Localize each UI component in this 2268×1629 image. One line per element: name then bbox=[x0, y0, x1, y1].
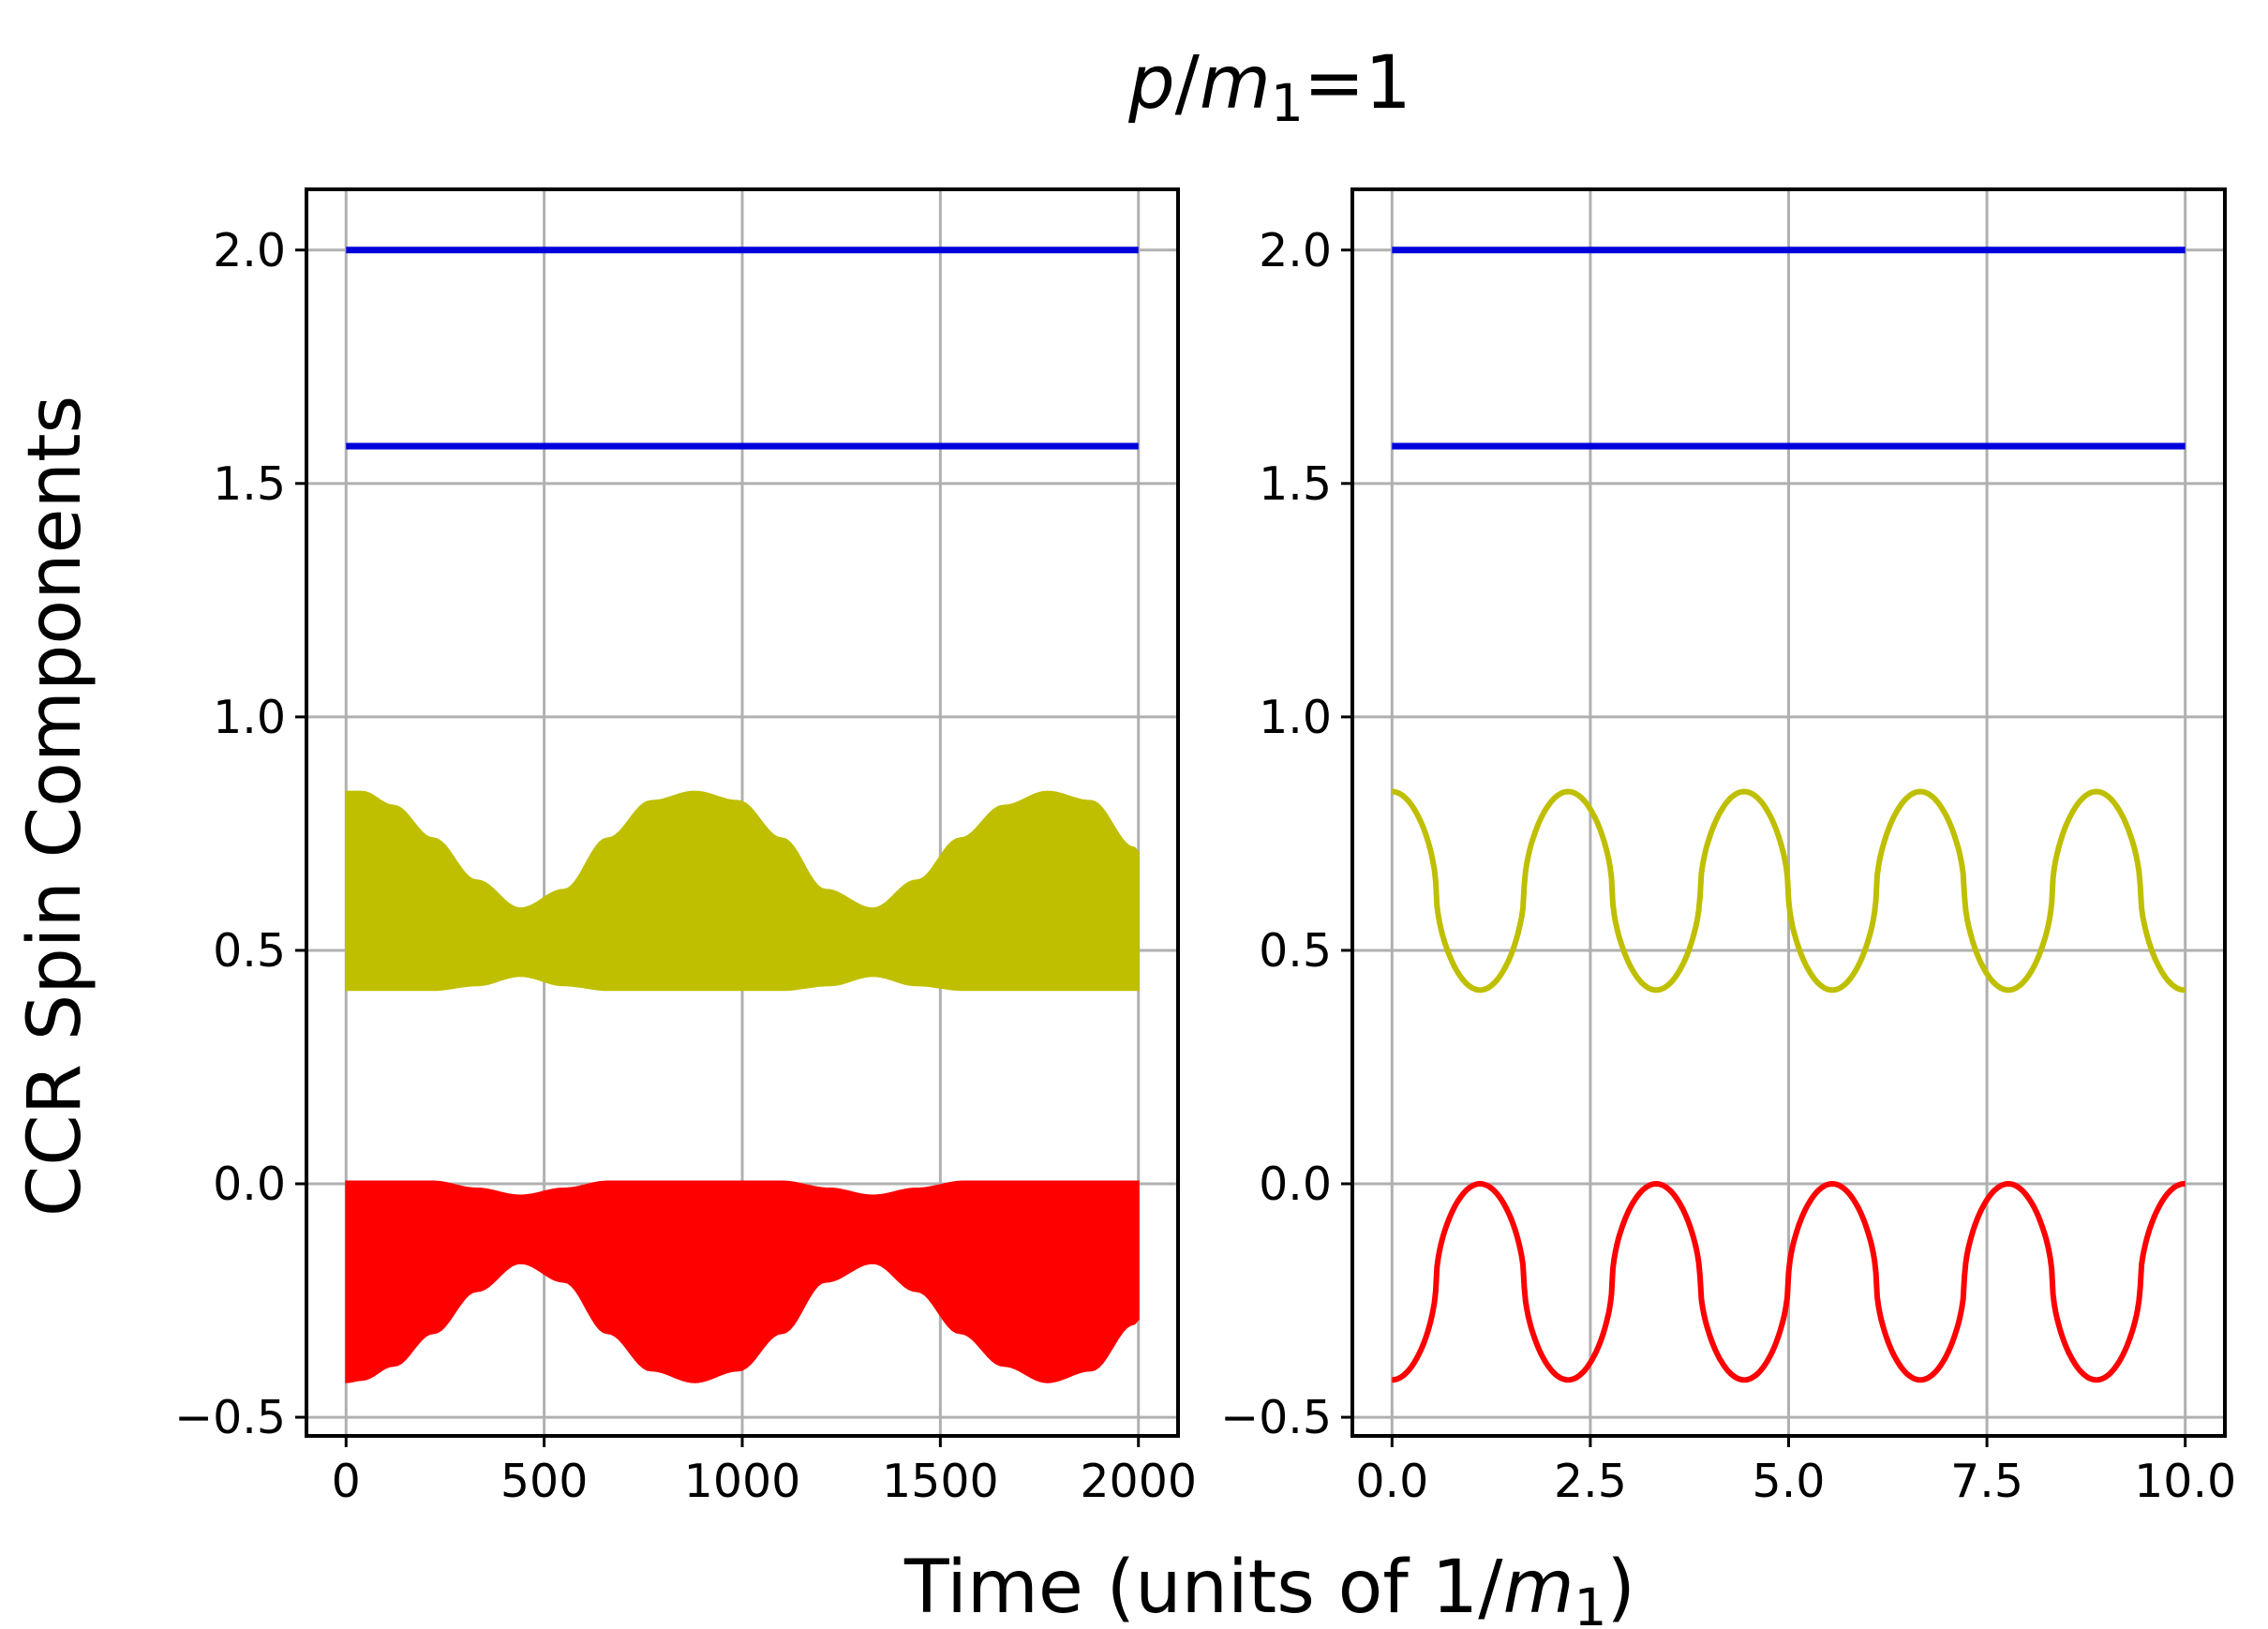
y-tick-label: 1.5 bbox=[1259, 457, 1332, 511]
title-part: m bbox=[1503, 1546, 1574, 1629]
y-tick-label: 1.5 bbox=[213, 457, 286, 511]
y-tick-label: 0.5 bbox=[1259, 924, 1332, 978]
x-tick-label: 0 bbox=[332, 1455, 361, 1508]
x-tick-label: 1500 bbox=[882, 1455, 999, 1508]
x-axis-label: Time (units of 1/m1) bbox=[903, 1546, 1635, 1629]
x-tick-label: 7.5 bbox=[1950, 1455, 2023, 1508]
x-tick-label: 2.5 bbox=[1554, 1455, 1627, 1508]
x-tick-label: 0.0 bbox=[1355, 1455, 1428, 1508]
x-tick-label: 2000 bbox=[1080, 1455, 1197, 1508]
series-red-band bbox=[345, 1180, 1140, 1383]
y-axis-label: CCR Spin Components bbox=[13, 396, 97, 1217]
title-part: m bbox=[1200, 41, 1271, 126]
y-tick-label: 1.0 bbox=[213, 691, 286, 744]
y-tick-label: 2.0 bbox=[213, 224, 286, 277]
x-tick-label: 500 bbox=[500, 1455, 589, 1508]
left-panel: 0 500 1000 1500 2000 −0.5 0.0 0.5 1.0 1.5 2.0 bbox=[174, 187, 1197, 1508]
series-olive-band bbox=[345, 790, 1140, 992]
title-part: 1 bbox=[1574, 1577, 1607, 1629]
y-tick-label: 2.0 bbox=[1259, 224, 1332, 277]
y-tick-label: 0.0 bbox=[213, 1158, 286, 1211]
right-panel: 0.0 2.5 5.0 7.5 10.0 −0.5 0.0 0.5 1.0 1.5 2.0 bbox=[1220, 187, 2236, 1508]
y-tick-label: −0.5 bbox=[174, 1391, 286, 1444]
series-olive-oscillation bbox=[1390, 788, 2187, 994]
x-tick-label: 5.0 bbox=[1753, 1455, 1826, 1508]
y-tick-label: −0.5 bbox=[1220, 1391, 1332, 1444]
title-part: ) bbox=[1607, 1546, 1635, 1629]
series-red-oscillation bbox=[1390, 1181, 2187, 1383]
y-tick-label: 1.0 bbox=[1259, 691, 1332, 744]
title-part: p bbox=[1127, 41, 1175, 126]
figure-title: p/m1=1 bbox=[1127, 41, 1411, 133]
y-tick-label: 0.0 bbox=[1259, 1158, 1332, 1211]
title-part: / bbox=[1175, 41, 1201, 126]
title-part: =1 bbox=[1304, 41, 1411, 126]
y-tick-label: 0.5 bbox=[213, 924, 286, 978]
x-tick-label: 10.0 bbox=[2134, 1455, 2236, 1508]
title-part: Time (units of 1/ bbox=[903, 1546, 1503, 1629]
title-part: 1 bbox=[1271, 73, 1304, 133]
x-tick-label: 1000 bbox=[684, 1455, 801, 1508]
